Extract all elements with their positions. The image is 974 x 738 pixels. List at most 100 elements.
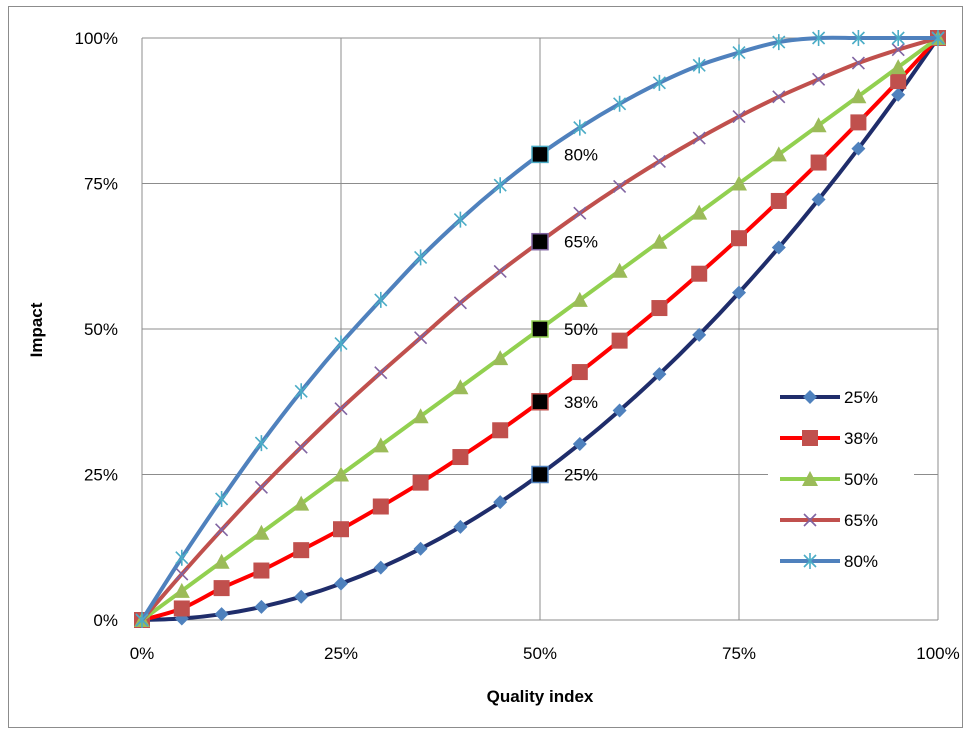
data-point [452,379,469,395]
data-point [412,474,429,491]
data-point [213,553,230,569]
data-point [890,73,907,90]
data-point [573,206,587,220]
data-point [374,366,388,380]
legend-marker [803,390,817,404]
data-point [493,495,508,510]
data-point [890,59,907,75]
annotation-marker [531,393,549,411]
data-point [810,154,827,171]
annotation-marker [531,465,549,484]
annotation-label: 38% [564,393,598,412]
data-point [692,327,707,342]
data-point [294,383,308,400]
annotation-label: 65% [564,233,598,252]
y-axis-title: Impact [27,302,46,357]
data-point [611,332,628,349]
data-point [492,422,509,439]
data-point [571,364,588,381]
data-point [453,211,467,228]
x-axis-title: Quality index [487,687,594,706]
data-point [254,599,269,614]
annotation-marker [531,232,549,251]
data-point [214,607,229,622]
data-point [613,95,627,112]
legend-label: 38% [844,429,878,448]
data-point [254,435,268,452]
data-point [691,204,708,220]
data-point [571,291,588,307]
data-point [891,87,906,102]
legend-label: 50% [844,470,878,489]
data-point [573,119,587,136]
data-point [253,562,270,579]
data-point [135,612,149,628]
annotations: 80% 65% 50% 38% 25% [531,145,598,485]
data-point [175,549,189,566]
data-point [771,240,786,255]
data-point [772,90,786,104]
legend-marker [803,513,817,527]
data-point [334,335,348,352]
data-point [175,567,189,581]
data-point [453,519,468,534]
legend-marker [803,553,817,569]
data-point [413,541,428,556]
data-point [334,576,348,591]
data-point [731,175,747,191]
tick-labels: 0% 25% 50% 75% 100% 0% 25% 50% 75% 100% [75,29,960,663]
y-tick-label: 100% [75,29,118,48]
data-point [611,262,628,278]
data-point [731,230,747,247]
data-point [851,30,865,46]
x-tick-label: 50% [523,644,557,663]
data-point [652,74,666,91]
data-point [652,367,667,382]
data-point [373,560,388,575]
legend-label: 65% [844,511,878,530]
data-point [412,408,429,424]
data-point [572,436,587,451]
data-point [732,285,746,300]
data-point [334,402,348,416]
annotation-marker [531,145,549,164]
data-point [891,30,905,46]
data-point [372,437,389,453]
data-point [294,589,309,604]
y-tick-label: 75% [84,175,118,194]
data-point [770,146,787,162]
data-point [812,72,826,86]
legend-item: 50% [780,470,878,489]
data-point [691,265,708,282]
legend-item: 65% [780,511,878,530]
legend-label: 80% [844,552,878,571]
data-point [253,524,270,540]
legend-item: 38% [780,429,878,448]
data-point [453,296,467,310]
legend: 25% 38% 50% 65% 80% [768,376,914,584]
x-tick-label: 25% [324,644,358,663]
data-point [850,88,867,104]
annotation-marker [531,320,549,338]
data-point [891,43,905,57]
legend-item: 80% [780,552,878,571]
data-point [931,30,945,46]
data-point [851,56,865,70]
data-point [452,449,469,466]
data-point [692,131,706,145]
data-point [493,177,507,194]
data-point [213,580,230,597]
data-point [812,30,826,46]
data-point [770,192,787,209]
legend-item: 25% [780,388,878,407]
y-tick-label: 50% [84,320,118,339]
data-point [215,490,229,507]
data-point [772,34,786,51]
data-point [613,179,627,193]
data-point [374,291,388,308]
data-point [333,521,349,538]
data-point [492,350,509,366]
legend-label: 25% [844,388,878,407]
data-point [372,498,389,515]
